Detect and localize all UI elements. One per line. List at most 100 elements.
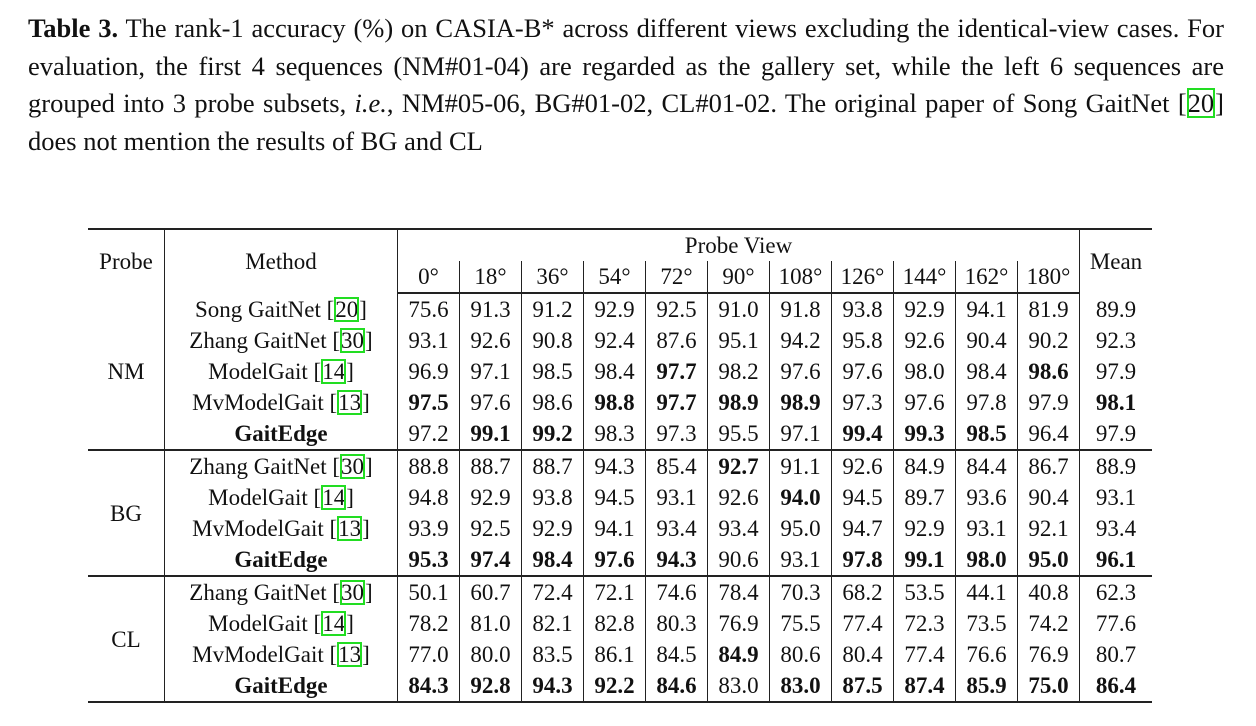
value-cell: 74.2 bbox=[1017, 608, 1080, 639]
table-row: ModelGait [14] 78.2 81.0 82.1 82.8 80.3 76.9 75… bbox=[88, 608, 1152, 639]
table-row: BG Zhang GaitNet [30] 88.8 88.7 88.7 94.3 85.4… bbox=[88, 450, 1152, 577]
value-cell: 98.0 bbox=[893, 356, 956, 387]
value-cell: 94.7 bbox=[831, 513, 894, 544]
value-cell: 77.0 bbox=[397, 639, 460, 670]
citation[interactable]: 30 bbox=[340, 454, 366, 479]
value-cell: 76.9 bbox=[1017, 639, 1080, 670]
value-cell: 70.3 bbox=[769, 576, 832, 608]
value-cell: 97.2 bbox=[397, 418, 460, 451]
mean-cell: 80.7 bbox=[1095, 642, 1137, 667]
value-cell: 98.5 bbox=[955, 418, 1018, 451]
method-cell: Zhang GaitNet [30] bbox=[164, 450, 398, 482]
caption: Table 3. The rank-1 accuracy (%) on CASI… bbox=[28, 10, 1224, 160]
value-cell: 90.6 bbox=[707, 544, 770, 577]
value-cell: 94.2 bbox=[769, 325, 832, 356]
method-name: GaitEdge bbox=[234, 673, 328, 698]
value-cell: 93.6 bbox=[955, 482, 1018, 513]
method-cell: Song GaitNet [20] bbox=[164, 293, 398, 325]
value-cell: 77.4 bbox=[893, 639, 956, 670]
value-cell: 92.6 bbox=[707, 482, 770, 513]
value-cell: 94.8 bbox=[397, 482, 460, 513]
value-cell: 95.8 bbox=[831, 325, 894, 356]
value-cell: 91.3 bbox=[459, 293, 522, 325]
method-name: GaitEdge bbox=[234, 547, 328, 572]
value-cell: 93.1 bbox=[769, 544, 832, 577]
value-cell: 97.6 bbox=[831, 356, 894, 387]
view-header: 36° bbox=[521, 261, 584, 294]
value-cell: 96.4 bbox=[1017, 418, 1080, 451]
value-cell: 80.0 bbox=[459, 639, 522, 670]
value-cell: 92.9 bbox=[459, 482, 522, 513]
citation[interactable]: 14 bbox=[321, 485, 347, 510]
value-cell: 77.4 bbox=[831, 608, 894, 639]
mean-cell: 77.6 bbox=[1095, 611, 1137, 636]
value-cell: 82.8 bbox=[583, 608, 646, 639]
citation[interactable]: 13 bbox=[337, 642, 363, 667]
value-cell: 88.7 bbox=[459, 450, 522, 482]
value-cell: 93.4 bbox=[707, 513, 770, 544]
value-cell: 75.6 bbox=[397, 293, 460, 325]
value-cell: 98.4 bbox=[521, 544, 584, 577]
view-header: 108° bbox=[769, 261, 832, 294]
citation[interactable]: 14 bbox=[321, 359, 347, 384]
value-cell: 92.1 bbox=[1017, 513, 1080, 544]
value-cell: 83.0 bbox=[707, 670, 770, 703]
value-cell: 84.4 bbox=[955, 450, 1018, 482]
citation[interactable]: 20 bbox=[334, 296, 360, 322]
method-name: MvModelGait bbox=[192, 642, 324, 667]
value-cell: 82.1 bbox=[521, 608, 584, 639]
value-cell: 73.5 bbox=[955, 608, 1018, 639]
method-name: ModelGait bbox=[208, 611, 308, 636]
citation[interactable]: 30 bbox=[340, 328, 366, 353]
value-cell: 94.5 bbox=[831, 482, 894, 513]
value-cell: 84.9 bbox=[893, 450, 956, 482]
value-cell: 95.1 bbox=[707, 325, 770, 356]
citation[interactable]: 13 bbox=[337, 516, 363, 541]
value-cell: 92.9 bbox=[583, 293, 646, 325]
header-cell: Probe View bbox=[397, 228, 1080, 261]
value-cell: 92.6 bbox=[893, 325, 956, 356]
table-row: Zhang GaitNet [30] 93.1 92.6 90.8 92.4 87.6 95… bbox=[88, 325, 1152, 356]
method-cell: MvModelGait [13] bbox=[164, 387, 398, 418]
view-header: 54° bbox=[583, 261, 646, 294]
method-cell: GaitEdge bbox=[164, 544, 398, 577]
value-cell: 85.9 bbox=[955, 670, 1018, 703]
value-cell: 87.4 bbox=[893, 670, 956, 703]
value-cell: 94.3 bbox=[521, 670, 584, 703]
citation[interactable]: 20 bbox=[1186, 88, 1216, 118]
mean-cell: 97.9 bbox=[1095, 359, 1137, 384]
value-cell: 92.5 bbox=[645, 293, 708, 325]
table-row: GaitEdge 84.3 92.8 94.3 92.2 84.6 83.0 83.0 87.5… bbox=[88, 670, 1152, 703]
caption-label: Table 3. bbox=[28, 13, 119, 43]
citation[interactable]: 30 bbox=[340, 580, 366, 605]
value-cell: 99.1 bbox=[459, 418, 522, 451]
value-cell: 98.6 bbox=[521, 387, 584, 418]
table-row: ModelGait [14] 96.9 97.1 98.5 98.4 97.7 98.2 97… bbox=[88, 356, 1152, 387]
method-cell: ModelGait [14] bbox=[164, 608, 398, 639]
mean-cell: 98.1 bbox=[1095, 390, 1137, 415]
value-cell: 99.1 bbox=[893, 544, 956, 577]
value-cell: 97.7 bbox=[645, 356, 708, 387]
table-row: NM Song GaitNet [20] 75.6 91.3 91.2 92.9 92.5 9… bbox=[88, 293, 1152, 451]
value-cell: 84.3 bbox=[397, 670, 460, 703]
value-cell: 92.8 bbox=[459, 670, 522, 703]
value-cell: 88.8 bbox=[397, 450, 460, 482]
view-header: 72° bbox=[645, 261, 708, 294]
citation[interactable]: 13 bbox=[337, 390, 363, 415]
probe-cell: CL bbox=[88, 576, 165, 703]
method-cell: ModelGait [14] bbox=[164, 356, 398, 387]
method-cell: Zhang GaitNet [30] bbox=[164, 576, 398, 608]
mean-cell: 93.1 bbox=[1095, 485, 1137, 510]
table-header: Probe Method Probe View Mean 0° 18° 36° 54° 72°… bbox=[88, 228, 1152, 294]
value-cell: 94.1 bbox=[955, 293, 1018, 325]
value-cell: 92.6 bbox=[831, 450, 894, 482]
mean-cell: 89.9 bbox=[1095, 296, 1137, 322]
value-cell: 93.8 bbox=[521, 482, 584, 513]
value-cell: 89.7 bbox=[893, 482, 956, 513]
mean-cell: 97.9 bbox=[1079, 418, 1152, 451]
value-cell: 84.9 bbox=[707, 639, 770, 670]
citation[interactable]: 14 bbox=[321, 611, 347, 636]
value-cell: 98.4 bbox=[955, 356, 1018, 387]
value-cell: 78.4 bbox=[707, 576, 770, 608]
value-cell: 53.5 bbox=[893, 576, 956, 608]
